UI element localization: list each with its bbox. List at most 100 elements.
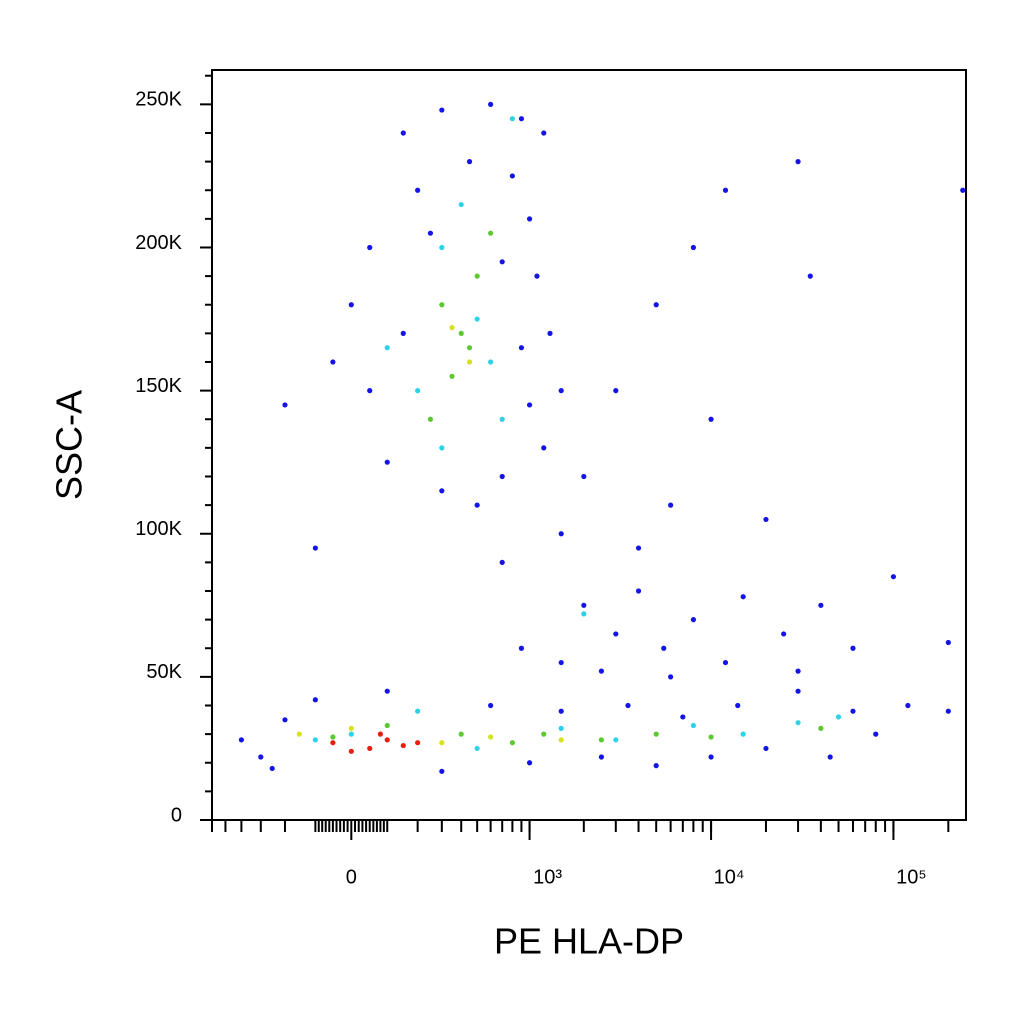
point bbox=[400, 742, 406, 749]
point bbox=[613, 737, 619, 743]
point bbox=[581, 473, 587, 480]
point bbox=[466, 159, 473, 165]
point bbox=[439, 302, 445, 308]
point bbox=[439, 244, 445, 251]
x-axis-label: PE HLA-DP bbox=[494, 921, 684, 962]
y-tick-label: 0 bbox=[171, 804, 182, 826]
point bbox=[635, 588, 642, 594]
point bbox=[558, 725, 564, 731]
point bbox=[269, 765, 275, 772]
point bbox=[740, 594, 746, 600]
y-tick-label: 200K bbox=[135, 232, 182, 254]
point bbox=[348, 302, 354, 308]
point bbox=[312, 545, 318, 551]
point bbox=[690, 722, 696, 729]
point bbox=[509, 116, 515, 122]
point bbox=[526, 760, 533, 766]
y-tick-label: 250K bbox=[135, 89, 182, 111]
point bbox=[488, 230, 494, 236]
point bbox=[488, 101, 494, 107]
point bbox=[558, 708, 564, 714]
point bbox=[740, 731, 746, 737]
point bbox=[835, 714, 842, 720]
point bbox=[625, 702, 631, 709]
point bbox=[238, 737, 245, 743]
point bbox=[598, 668, 605, 674]
point bbox=[449, 325, 455, 331]
point bbox=[818, 602, 824, 608]
point bbox=[905, 702, 911, 709]
point bbox=[384, 722, 390, 729]
point bbox=[258, 754, 264, 760]
point bbox=[541, 731, 547, 737]
point bbox=[635, 545, 642, 551]
point bbox=[348, 748, 354, 754]
point bbox=[330, 734, 336, 740]
point bbox=[807, 273, 813, 279]
point bbox=[763, 745, 769, 752]
point bbox=[384, 737, 390, 743]
point bbox=[488, 702, 494, 709]
point bbox=[708, 734, 714, 740]
point bbox=[458, 201, 464, 208]
point bbox=[850, 645, 856, 651]
point bbox=[598, 754, 605, 760]
point bbox=[427, 416, 434, 422]
point bbox=[439, 488, 445, 494]
point bbox=[474, 273, 480, 279]
point bbox=[348, 731, 354, 737]
point bbox=[960, 187, 966, 193]
point bbox=[474, 502, 480, 508]
point bbox=[690, 617, 696, 623]
point bbox=[499, 473, 505, 480]
point bbox=[541, 445, 547, 451]
point bbox=[449, 373, 455, 379]
x-tick-label: 10⁵ bbox=[896, 866, 927, 888]
point bbox=[661, 645, 667, 651]
point bbox=[499, 416, 505, 422]
point bbox=[458, 731, 464, 737]
point bbox=[415, 740, 421, 746]
point bbox=[613, 388, 619, 394]
point bbox=[439, 768, 445, 774]
point bbox=[330, 740, 336, 746]
point bbox=[474, 316, 480, 322]
point bbox=[466, 345, 473, 351]
point bbox=[400, 130, 406, 136]
point bbox=[613, 631, 619, 637]
plot-frame bbox=[211, 69, 967, 821]
point bbox=[518, 116, 525, 122]
point bbox=[415, 708, 421, 714]
point bbox=[499, 259, 505, 265]
point bbox=[558, 531, 564, 537]
point bbox=[708, 416, 714, 422]
x-tick-label: 10³ bbox=[533, 866, 562, 888]
point bbox=[384, 688, 390, 694]
point bbox=[873, 731, 879, 737]
y-tick-label: 150K bbox=[135, 375, 182, 397]
point bbox=[850, 708, 856, 714]
y-tick-label: 50K bbox=[146, 661, 182, 683]
point bbox=[427, 230, 434, 236]
point bbox=[668, 674, 674, 680]
point bbox=[735, 702, 741, 709]
point bbox=[827, 754, 833, 760]
point bbox=[499, 559, 505, 565]
point bbox=[653, 731, 659, 737]
point bbox=[458, 330, 464, 336]
point bbox=[488, 359, 494, 365]
point bbox=[722, 187, 729, 193]
point bbox=[348, 725, 354, 731]
point bbox=[526, 402, 533, 408]
point bbox=[541, 130, 547, 136]
point bbox=[795, 159, 801, 165]
point bbox=[384, 459, 390, 465]
point bbox=[558, 659, 564, 666]
point bbox=[795, 668, 801, 674]
y-axis-label: SSC-A bbox=[49, 390, 90, 500]
point bbox=[367, 244, 373, 251]
point bbox=[680, 714, 686, 720]
point bbox=[690, 244, 696, 251]
point bbox=[526, 216, 533, 222]
